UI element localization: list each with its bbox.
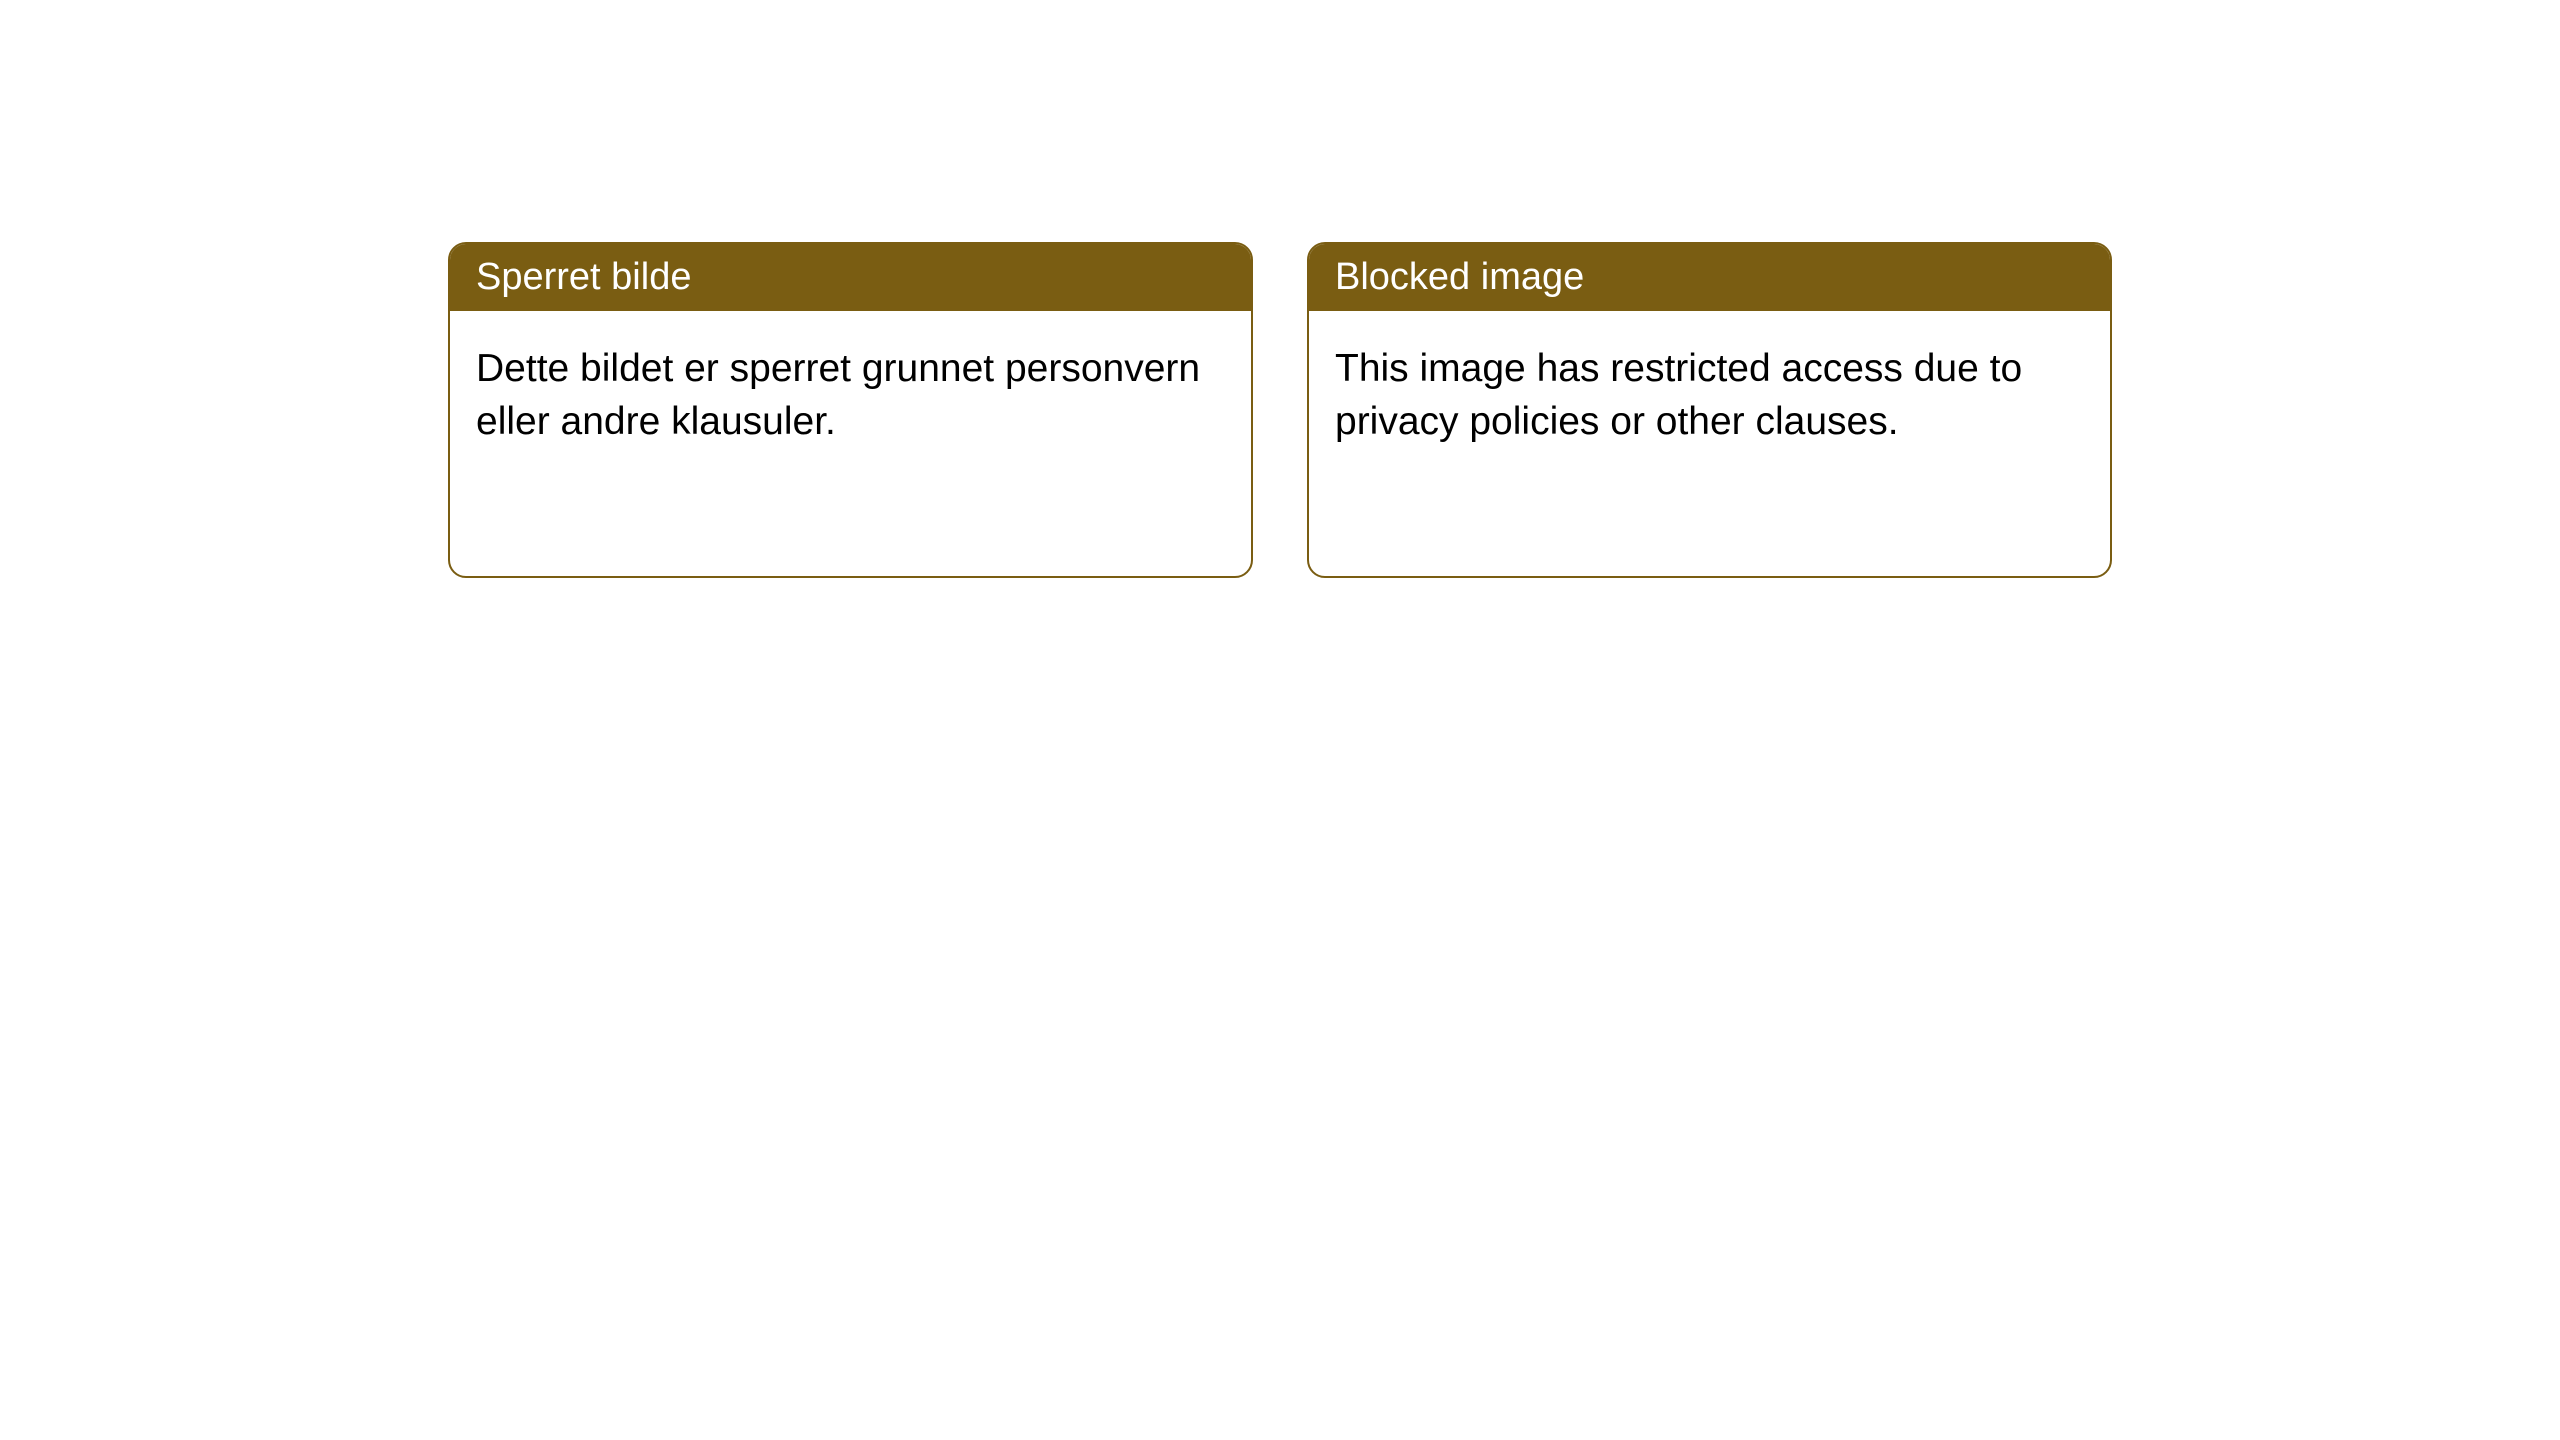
- notice-card-body: This image has restricted access due to …: [1309, 311, 2110, 480]
- notice-card-norwegian: Sperret bilde Dette bildet er sperret gr…: [448, 242, 1253, 578]
- notice-card-body: Dette bildet er sperret grunnet personve…: [450, 311, 1251, 480]
- notice-card-header: Blocked image: [1309, 244, 2110, 311]
- notice-card-english: Blocked image This image has restricted …: [1307, 242, 2112, 578]
- notice-card-header: Sperret bilde: [450, 244, 1251, 311]
- notice-card-container: Sperret bilde Dette bildet er sperret gr…: [448, 242, 2112, 578]
